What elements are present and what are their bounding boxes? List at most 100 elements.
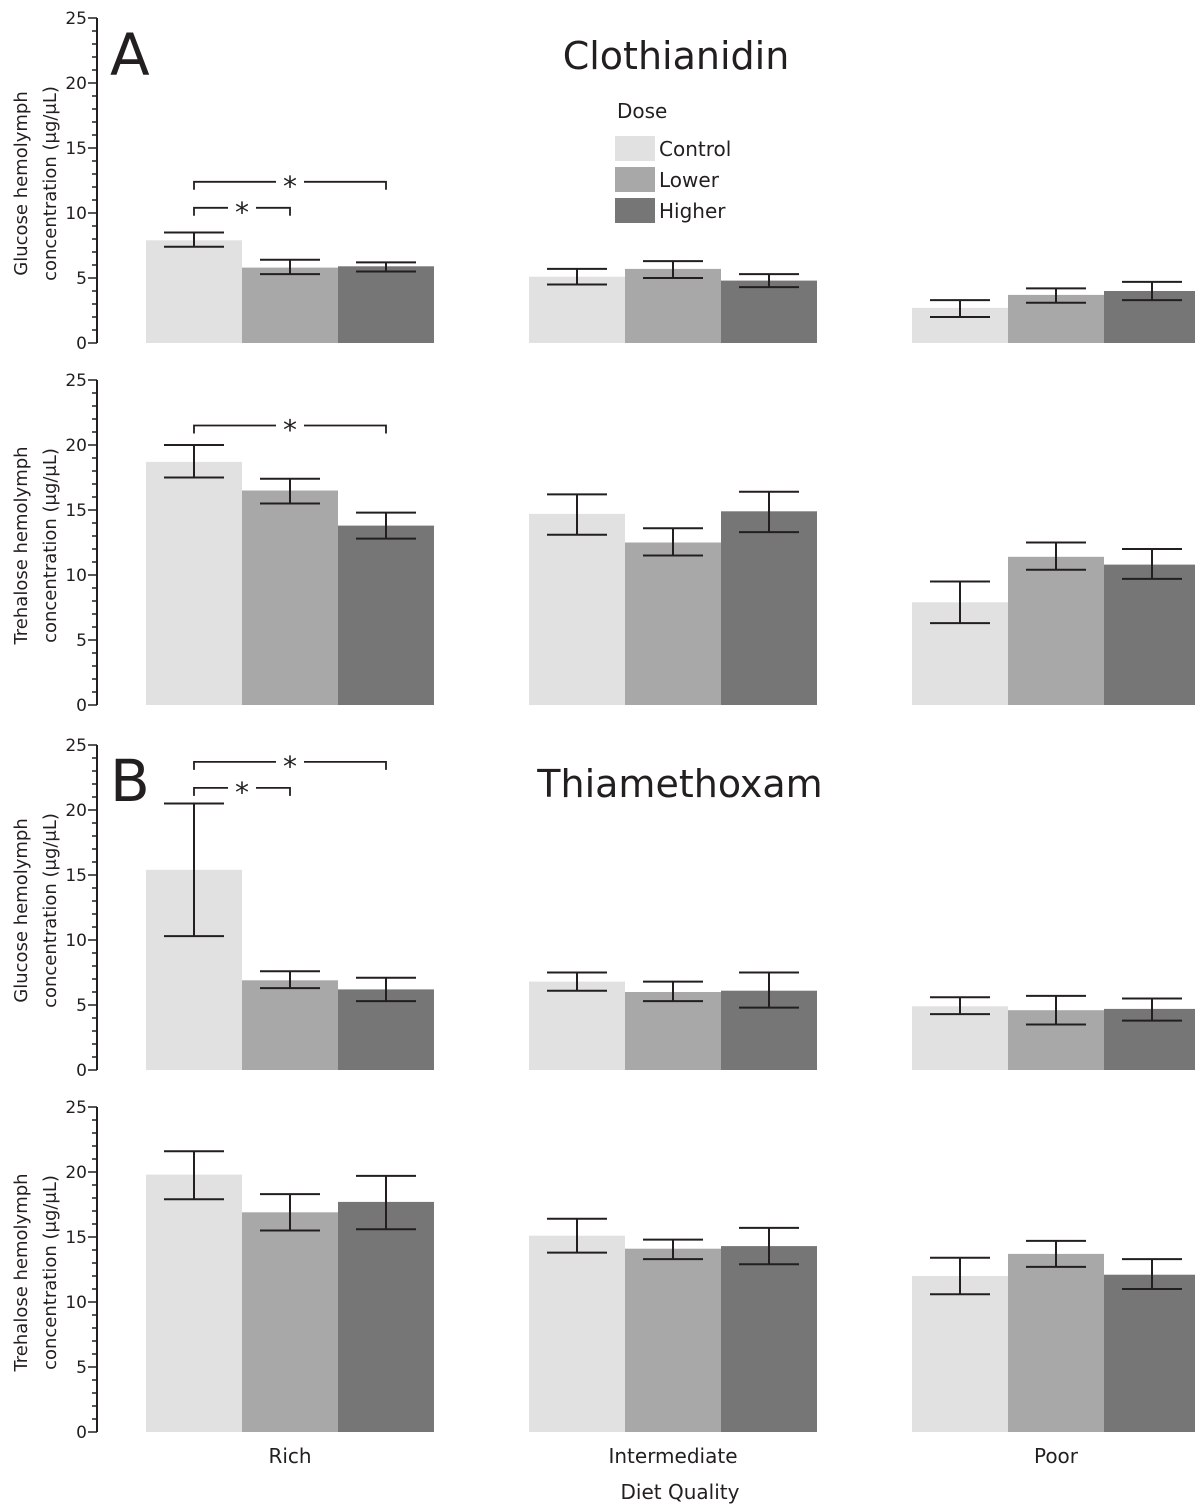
y-axis-label-line2: concentration (μg/μL): [40, 448, 61, 643]
error-bar-poor-higher: [1122, 280, 1182, 302]
error-bar-rich-lower: [260, 258, 320, 276]
y-axis-label: Trehalose hemolymph concentration (μg/μL): [11, 1173, 61, 1372]
x-axis-title: Diet Quality: [621, 1480, 740, 1504]
error-bar-poor-control: [930, 299, 990, 318]
error-bar-rich-higher: [356, 1174, 416, 1231]
bar-poor-higher: [1104, 564, 1195, 705]
x-category-label-rich: Rich: [268, 1444, 311, 1468]
bar-poor-higher: [1104, 1008, 1195, 1070]
y-axis-label: Trehalose hemolymph concentration (μg/μL): [11, 446, 61, 645]
y-tick-label: 15: [65, 501, 87, 521]
bar-poor-lower: [1008, 556, 1104, 705]
error-bar-intermediate-higher: [739, 273, 799, 289]
error-bar-rich-control: [164, 802, 224, 938]
x-category-label-intermediate: Intermediate: [608, 1444, 737, 1468]
error-bar-intermediate-higher: [739, 971, 799, 1009]
error-bar-rich-lower: [260, 1193, 320, 1232]
error-bar-intermediate-lower: [643, 1238, 703, 1261]
y-tick-label: 0: [76, 334, 87, 354]
bar-rich-higher: [338, 1201, 434, 1432]
y-tick-label: 20: [65, 1163, 87, 1183]
error-bar-poor-control: [930, 1256, 990, 1296]
bracket-left: [193, 787, 228, 796]
bar-poor-lower: [1008, 1253, 1104, 1432]
error-bar-rich-higher: [356, 976, 416, 1003]
subplot-4: 0 5 10 15 20 25 Trehalose hemolymph concentrati…: [11, 1098, 1195, 1468]
error-bar-poor-lower: [1026, 541, 1086, 571]
y-axis-label-line1: Trehalose hemolymph: [11, 446, 32, 645]
y-tick-label: 25: [65, 736, 87, 756]
y-axis-label-line1: Glucose hemolymph: [11, 91, 32, 276]
legend-label-control: Control: [659, 137, 731, 161]
bar-intermediate-higher: [721, 280, 817, 343]
bar-rich-higher: [338, 989, 434, 1070]
bracket-right: [304, 761, 387, 770]
error-bar-poor-lower: [1026, 994, 1086, 1026]
bracket-left: [193, 180, 276, 190]
bar-poor-control: [912, 1276, 1008, 1432]
significance-star: *: [283, 414, 297, 447]
bar-intermediate-control: [529, 513, 625, 705]
bar-intermediate-higher: [721, 511, 817, 705]
y-tick-label: 20: [65, 436, 87, 456]
y-tick-label: 5: [76, 996, 87, 1016]
y-axis-label-line2: concentration (μg/μL): [40, 813, 61, 1008]
legend-swatch-higher: [615, 198, 655, 223]
error-bar-rich-control: [164, 231, 224, 248]
y-tick-label: 20: [65, 74, 87, 94]
error-bar-intermediate-control: [547, 971, 607, 992]
error-bar-poor-lower: [1026, 287, 1086, 304]
bar-rich-control: [146, 1174, 242, 1432]
error-bar-poor-higher: [1122, 1258, 1182, 1290]
bar-rich-lower: [242, 490, 338, 705]
panel-label-b: B: [110, 747, 150, 815]
significance-star: *: [283, 170, 297, 203]
y-tick-label: 10: [65, 1293, 87, 1313]
panel-label-a: A: [110, 21, 150, 89]
bracket-right: [304, 424, 387, 434]
y-tick-label: 10: [65, 204, 87, 224]
plot-area: 0 5 10 15 20 25 Glucose hemolymph concentration…: [11, 9, 1195, 1468]
bar-intermediate-control: [529, 1235, 625, 1432]
error-bar-intermediate-control: [547, 267, 607, 286]
legend-label-higher: Higher: [659, 199, 726, 223]
bracket-right: [304, 180, 387, 190]
y-tick-label: 5: [76, 631, 87, 651]
bar-rich-control: [146, 240, 242, 343]
y-axis-label-line1: Glucose hemolymph: [11, 818, 32, 1003]
y-axis-label: Glucose hemolymph concentration (μg/μL): [11, 813, 61, 1008]
significance-star: *: [235, 776, 249, 809]
bar-rich-control: [146, 461, 242, 705]
bar-intermediate-control: [529, 981, 625, 1070]
error-bar-poor-higher: [1122, 548, 1182, 580]
bracket-left: [193, 424, 276, 434]
error-bar-poor-control: [930, 996, 990, 1016]
y-tick-label: 20: [65, 801, 87, 821]
error-bar-rich-lower: [260, 970, 320, 990]
bar-intermediate-higher: [721, 1246, 817, 1432]
y-tick-label: 0: [76, 1423, 87, 1443]
y-tick-label: 5: [76, 1358, 87, 1378]
subplot-2: 0 5 10 15 20 25 Trehalose hemolymph concentrati…: [11, 371, 1195, 716]
bracket-right: [256, 787, 291, 796]
bar-intermediate-lower: [625, 268, 721, 343]
y-tick-label: 10: [65, 566, 87, 586]
panel-title-clothianidin: Clothianidin: [563, 34, 790, 78]
y-tick-label: 0: [76, 1061, 87, 1081]
y-tick-label: 10: [65, 931, 87, 951]
bar-poor-higher: [1104, 291, 1195, 343]
significance-bracket: [193, 206, 291, 216]
bar-poor-higher: [1104, 1274, 1195, 1432]
bar-intermediate-lower: [625, 992, 721, 1070]
bracket-left: [193, 206, 228, 216]
x-category-label-poor: Poor: [1034, 1444, 1079, 1468]
error-bar-intermediate-higher: [739, 1226, 799, 1266]
y-tick-label: 15: [65, 139, 87, 159]
error-bar-intermediate-control: [547, 493, 607, 536]
legend-label-lower: Lower: [659, 168, 720, 192]
bar-intermediate-lower: [625, 1248, 721, 1432]
legend: Dose Control Lower Higher: [615, 99, 731, 223]
y-tick-label: 25: [65, 1098, 87, 1118]
error-bar-rich-higher: [356, 261, 416, 273]
